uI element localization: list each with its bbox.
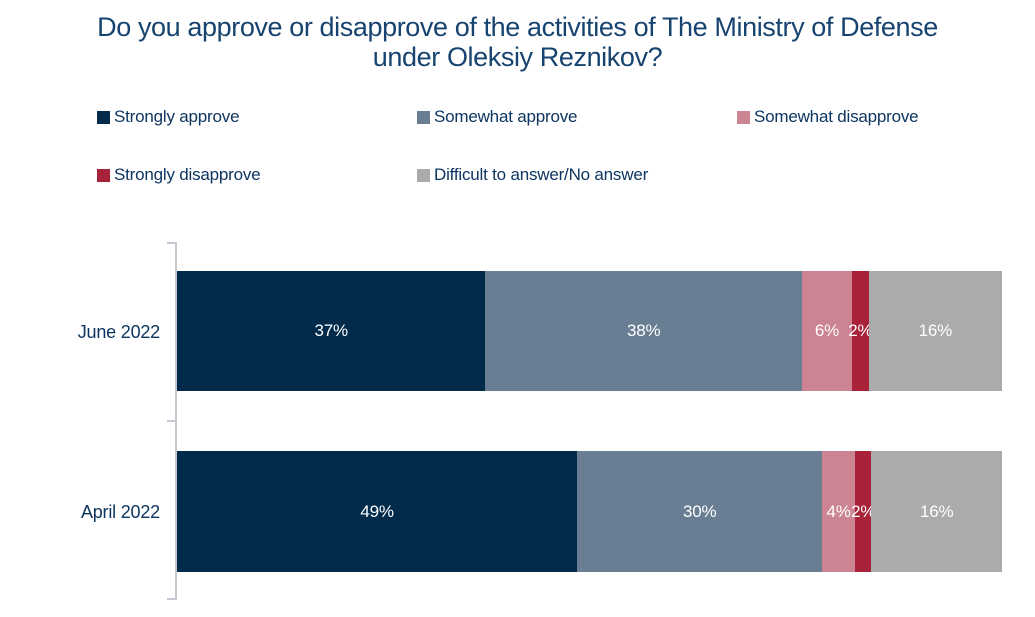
bar-value-label: 30% <box>683 501 717 521</box>
legend-label: Somewhat disapprove <box>754 107 919 126</box>
bar-segment: 16% <box>871 451 1002 572</box>
bar-row: 37% 38% 6% 2% 16% <box>177 271 1002 391</box>
bar-segment: 2% <box>848 271 873 391</box>
bar-segment: 30% <box>577 451 823 572</box>
bar-value-label: 4% <box>826 501 851 521</box>
bar-value-label: 2% <box>851 501 876 521</box>
bar-segment: 2% <box>851 451 875 572</box>
bar-value-label: 49% <box>360 501 394 521</box>
legend-swatch <box>417 110 430 124</box>
chart-title-line-2: under Oleksiy Reznikov? <box>372 42 663 72</box>
legend-label: Difficult to answer/No answer <box>434 165 649 184</box>
category-axis-line <box>175 242 177 600</box>
legend-label: Strongly disapprove <box>114 165 261 184</box>
bar-row: 49% 30% 4% 2% 16% <box>177 451 1002 572</box>
bar-segment: 49% <box>177 451 578 572</box>
bar-value-label: 6% <box>814 321 840 340</box>
bar-value-label: 37% <box>314 321 348 340</box>
axis-tick-bottom <box>167 598 176 600</box>
bar-segment: 4% <box>822 451 855 572</box>
legend-item: Strongly disapprove <box>97 165 261 185</box>
bar-segment: 6% <box>802 271 852 391</box>
legend-label: Strongly approve <box>114 107 240 126</box>
axis-tick-top <box>167 242 176 244</box>
bar-value-label: 2% <box>848 321 873 340</box>
legend-item: Somewhat disapprove <box>737 107 919 127</box>
bar-value-label: 16% <box>919 501 954 521</box>
bar-value-label: 38% <box>626 321 661 340</box>
legend-item: Somewhat approve <box>417 107 577 127</box>
legend-item: Strongly approve <box>97 107 240 127</box>
chart-legend: Strongly approve Somewhat approve Somewhat… <box>0 0 1035 200</box>
legend-swatch <box>97 110 110 124</box>
legend-swatch <box>737 110 750 124</box>
chart-title: Do you approve or disapprove of the acti… <box>0 12 1035 72</box>
legend-item: Difficult to answer/No answer <box>417 165 648 185</box>
axis-tick-middle <box>167 420 176 422</box>
bar-segment: 38% <box>485 271 802 391</box>
legend-swatch <box>417 168 430 182</box>
category-label: June 2022 <box>77 322 160 342</box>
category-label: April 2022 <box>80 502 160 522</box>
bar-segment: 16% <box>868 271 1002 391</box>
bar-segment: 37% <box>177 271 486 391</box>
legend-label: Somewhat approve <box>434 107 578 126</box>
legend-swatch <box>97 168 110 182</box>
chart-title-line-1: Do you approve or disapprove of the acti… <box>97 12 938 42</box>
bar-value-label: 16% <box>918 321 953 340</box>
